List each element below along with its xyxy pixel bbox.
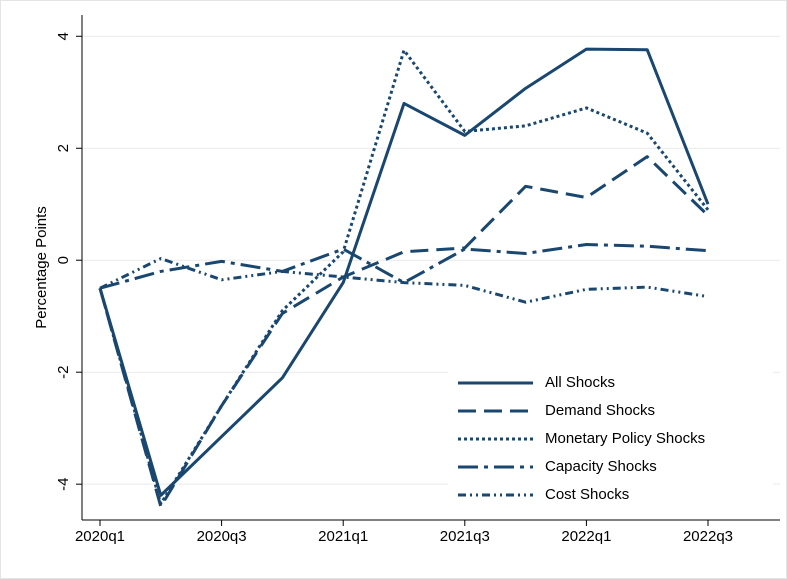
y-tick-label: 0 bbox=[55, 256, 72, 264]
legend-label: Cost Shocks bbox=[545, 486, 629, 503]
legend-label: Demand Shocks bbox=[545, 402, 655, 419]
legend-label: All Shocks bbox=[545, 374, 615, 391]
x-tick-label: 2021q1 bbox=[318, 528, 368, 545]
x-tick-label: 2020q1 bbox=[75, 528, 125, 545]
series-line bbox=[99, 243, 709, 290]
y-axis-label: Percentage Points bbox=[33, 206, 50, 329]
series-line bbox=[99, 257, 709, 304]
legend-label: Capacity Shocks bbox=[545, 458, 657, 475]
y-tick-label: -2 bbox=[55, 366, 72, 379]
series-line bbox=[98, 48, 710, 506]
y-tick-label: 4 bbox=[55, 32, 72, 40]
y-tick-label: -4 bbox=[55, 477, 72, 490]
x-tick-label: 2022q3 bbox=[683, 528, 733, 545]
x-tick-label: 2022q1 bbox=[561, 528, 611, 545]
legend-label: Monetary Policy Shocks bbox=[545, 430, 705, 447]
x-tick-label: 2020q3 bbox=[197, 528, 247, 545]
y-tick-label: 2 bbox=[55, 144, 72, 152]
x-tick-label: 2021q3 bbox=[440, 528, 490, 545]
series-line bbox=[98, 47, 710, 497]
